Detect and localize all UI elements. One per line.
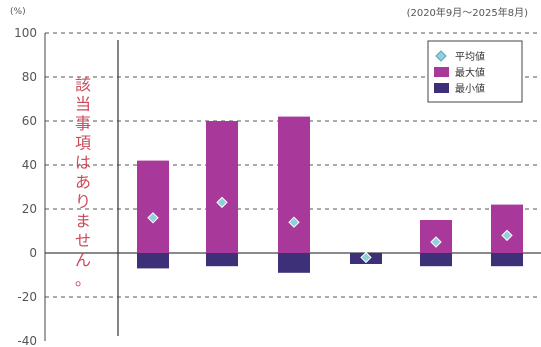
legend-mean-marker [435, 50, 447, 62]
note-char: せ [75, 231, 91, 250]
note-char: は [75, 153, 91, 172]
mean-marker [501, 229, 513, 242]
max-bar [206, 121, 238, 253]
mean-marker [288, 216, 300, 228]
y-tick-label: -20 [17, 290, 37, 304]
min-bar [278, 253, 310, 273]
max-bar [137, 160, 169, 253]
mean-marker [360, 251, 372, 264]
y-tick-label: 60 [22, 114, 37, 128]
note-char: 。 [75, 270, 91, 289]
y-tick-label: 20 [22, 202, 37, 216]
note-char: ん [75, 251, 91, 270]
min-bar [137, 253, 169, 269]
note-char: 当 [75, 95, 91, 114]
y-tick-label: -40 [17, 334, 37, 347]
legend-max-label: 最大値 [455, 66, 485, 79]
y-tick-label: 0 [29, 246, 37, 260]
mean-markers [147, 196, 513, 264]
min-bar [206, 253, 238, 267]
min-bar [491, 253, 523, 267]
min-bar [420, 253, 452, 267]
note-char: 項 [75, 134, 91, 153]
y-tick-label: 40 [22, 158, 37, 172]
mean-marker [430, 236, 442, 248]
legend-min-swatch [434, 83, 449, 93]
mean-marker [147, 212, 159, 224]
axes [44, 33, 119, 341]
period-label: (2020年9月～2025年8月) [407, 6, 529, 19]
max-bar [491, 204, 523, 253]
y-tick-labels: -40 -20 0 20 40 60 80 100 [14, 26, 37, 347]
legend-min-label: 最小値 [455, 82, 485, 95]
note-char: ま [75, 212, 91, 231]
note-char: 事 [75, 114, 91, 133]
note-char: 該 [75, 75, 91, 94]
y-unit-label: (%) [10, 7, 26, 17]
legend-max-swatch [434, 67, 449, 77]
bars [137, 116, 523, 273]
y-tick-label: 100 [14, 26, 37, 40]
mean-marker [216, 196, 228, 209]
note-char: あ [75, 173, 91, 192]
note-char: り [75, 192, 91, 211]
legend-mean-label: 平均値 [455, 50, 485, 63]
y-tick-label: 80 [22, 70, 37, 84]
max-bar [278, 116, 310, 253]
